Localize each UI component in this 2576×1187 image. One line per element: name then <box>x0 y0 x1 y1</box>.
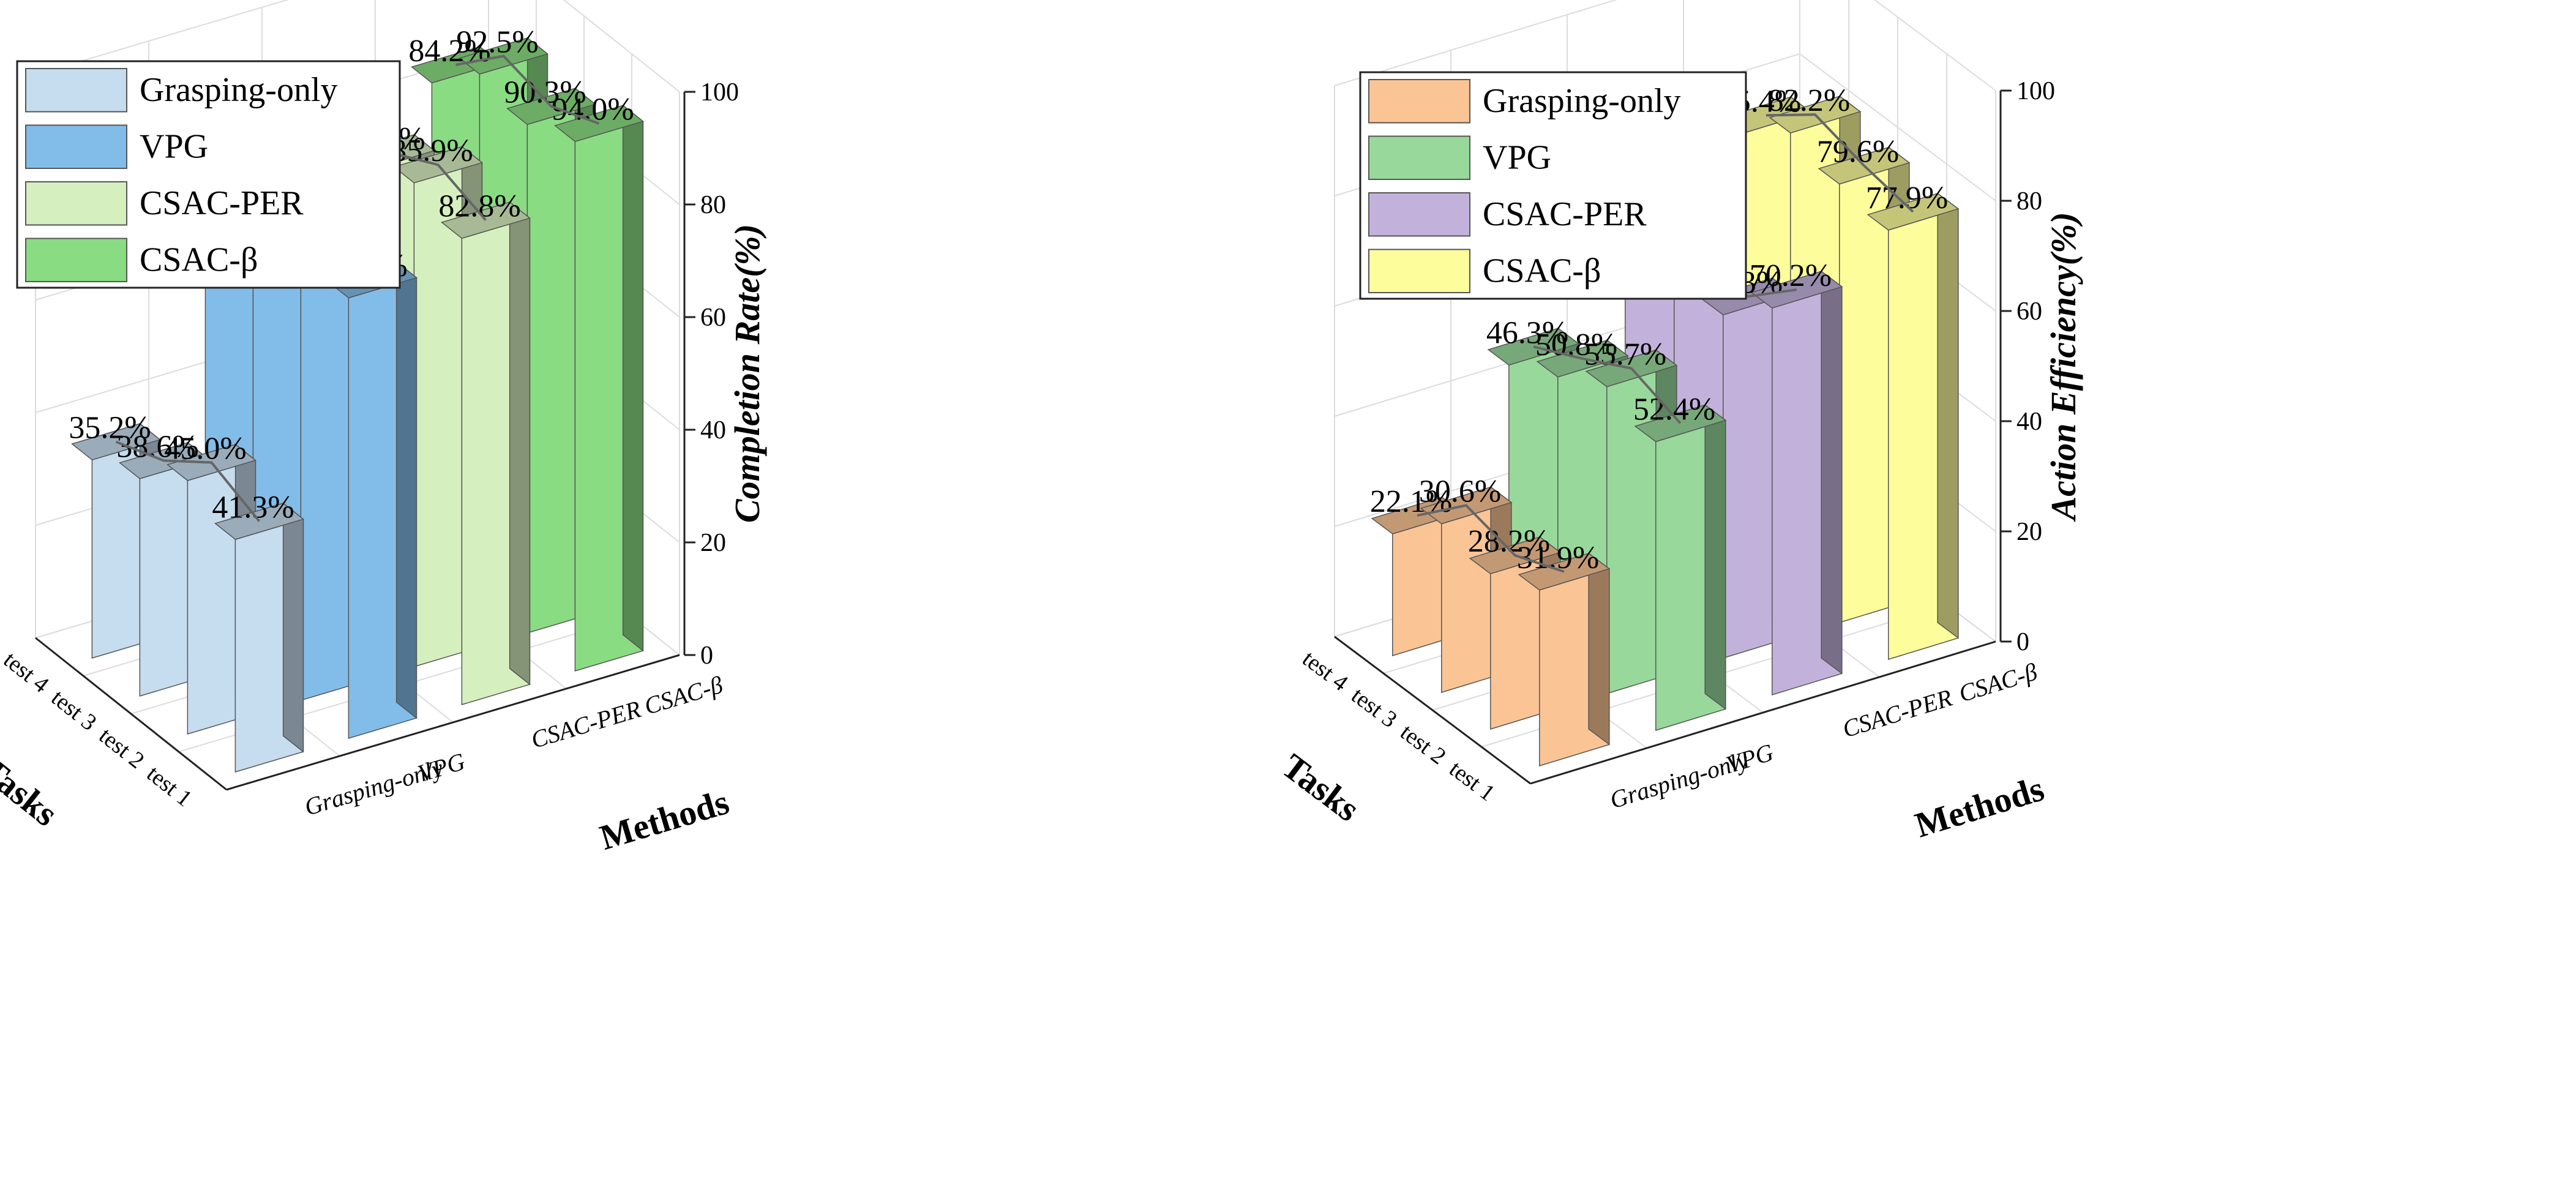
z-tick-label: 100 <box>2016 77 2055 105</box>
z-axis-title: Action Efficiency(%) <box>2043 212 2083 522</box>
bar-side-face <box>1588 552 1610 746</box>
bar-side-face <box>509 201 531 686</box>
z-tick-label: 60 <box>700 304 726 332</box>
z-tick-label: 80 <box>2016 187 2042 215</box>
value-label: 77.9% <box>1866 181 1948 215</box>
task-tick-label: test 2 <box>94 723 149 774</box>
trend-line-vpg <box>1533 345 1682 424</box>
z-tick-label: 100 <box>700 78 739 107</box>
z-axis-title: Completion Rate(%) <box>727 224 767 523</box>
legend-swatch-grasping-only <box>1368 79 1470 124</box>
method-tick-label: CSAC-PER <box>1839 684 1955 743</box>
x-axis-line <box>226 654 680 791</box>
legend: Grasping-only VPG CSAC-PER CSAC-β <box>1359 71 1747 300</box>
value-label: 52.4% <box>1633 392 1715 427</box>
legend-label: VPG <box>140 127 208 165</box>
legend-swatch-csac-per <box>1368 192 1470 237</box>
bars <box>1371 95 1960 767</box>
bar-side-face <box>622 104 644 652</box>
trend-line-grasping-only <box>115 440 261 522</box>
legend-swatch-vpg <box>1368 135 1470 180</box>
legend-label: CSAC-β <box>140 241 258 279</box>
z-tick-label: 20 <box>700 529 726 557</box>
bar-csac-per-test-1 <box>1750 270 1843 696</box>
legend-swatch-csac-beta <box>1368 249 1470 293</box>
z-tick-label: 80 <box>700 191 726 219</box>
z-tick-label: 60 <box>2016 298 2042 326</box>
value-label: 79.6% <box>1817 135 1899 170</box>
bar-top-face <box>214 503 304 540</box>
z-tick-label: 0 <box>700 642 713 670</box>
action-efficiency-chart: 02040608010031.9%28.2%30.6%22.1%52.4%55.… <box>1275 0 2083 845</box>
trend-line-csac-beta <box>455 54 600 125</box>
bar-side-face <box>395 260 417 719</box>
tasks-axis-title: Tasks <box>1275 746 1367 829</box>
value-label: 82.8% <box>438 189 520 224</box>
bar-csac-per-test-1 <box>441 201 531 706</box>
legend-label: Grasping-only <box>140 71 338 109</box>
task-tick-label: test 4 <box>0 647 54 698</box>
value-label: 70.2% <box>1750 258 1832 293</box>
y-axis-line <box>1334 635 1531 785</box>
task-tick-label: test 3 <box>47 685 102 736</box>
legend-swatch-vpg <box>25 124 127 169</box>
legend-label: CSAC-β <box>1483 252 1601 290</box>
value-label: 30.6% <box>1419 474 1501 509</box>
legend-swatch-csac-per <box>25 181 127 226</box>
value-label: 22.1% <box>1370 484 1452 519</box>
value-label: 84.2% <box>408 34 490 69</box>
task-tick-label: test 4 <box>1298 646 1353 696</box>
value-label: 92.5% <box>456 25 538 60</box>
method-tick-label: CSAC-β <box>641 671 726 721</box>
bar-side-face <box>1704 403 1726 710</box>
bar-side-face <box>282 502 304 753</box>
value-label: 28.2% <box>1468 524 1550 559</box>
bar-side-face <box>1937 192 1959 639</box>
value-label: 35.2% <box>69 411 151 446</box>
legend-label: CSAC-PER <box>1483 195 1647 233</box>
value-label: 90.3% <box>504 75 586 110</box>
z-tick-label: 0 <box>2016 628 2029 656</box>
z-tick-label: 40 <box>2016 408 2042 436</box>
task-tick-label: test 2 <box>1396 719 1451 769</box>
bar-csac-beta-test-1 <box>1866 192 1960 661</box>
legend-label: VPG <box>1483 138 1551 176</box>
wall-grid-line <box>35 0 680 92</box>
trend-line-grasping-only <box>1417 504 1565 573</box>
legend-swatch-grasping-only <box>25 68 127 113</box>
legend-label: Grasping-only <box>1483 82 1681 120</box>
z-tick-label: 20 <box>2016 518 2042 546</box>
bar-top-face <box>441 201 531 239</box>
methods-axis-title: Methods <box>1911 768 2048 845</box>
legend: Grasping-only VPG CSAC-PER CSAC-β <box>16 60 401 289</box>
bar-grasping-only-test-1 <box>214 502 304 773</box>
value-label: 46.3% <box>1486 315 1568 350</box>
y-axis-line <box>35 637 227 791</box>
bar-vpg-test-1 <box>328 260 417 740</box>
task-tick-label: test 1 <box>142 761 197 812</box>
x-axis-line <box>1530 640 1996 785</box>
z-tick-label: 40 <box>700 416 726 444</box>
method-tick-label: VPG <box>1723 738 1777 779</box>
bar-top-face <box>71 423 161 461</box>
bar-csac-beta-test-1 <box>554 104 644 672</box>
task-tick-label: test 3 <box>1347 683 1402 733</box>
value-label: 82.2% <box>1768 83 1850 118</box>
legend-label: CSAC-PER <box>140 184 304 222</box>
completion-rate-chart: 02040608010041.3%45.0%38.6%35.2%78.2%83.… <box>0 0 767 858</box>
wall-grid-line <box>1334 0 1996 91</box>
tasks-axis-title: Tasks <box>0 749 66 834</box>
method-tick-label: VPG <box>414 747 468 787</box>
value-label: 41.3% <box>212 490 294 525</box>
task-tick-label: test 1 <box>1445 756 1500 806</box>
method-tick-label: CSAC-PER <box>528 695 644 754</box>
legend-swatch-csac-beta <box>25 238 127 282</box>
trend-line-csac-beta <box>1765 113 1914 213</box>
bar-side-face <box>1821 270 1843 675</box>
method-tick-label: CSAC-β <box>1955 657 2040 707</box>
methods-axis-title: Methods <box>595 782 733 858</box>
